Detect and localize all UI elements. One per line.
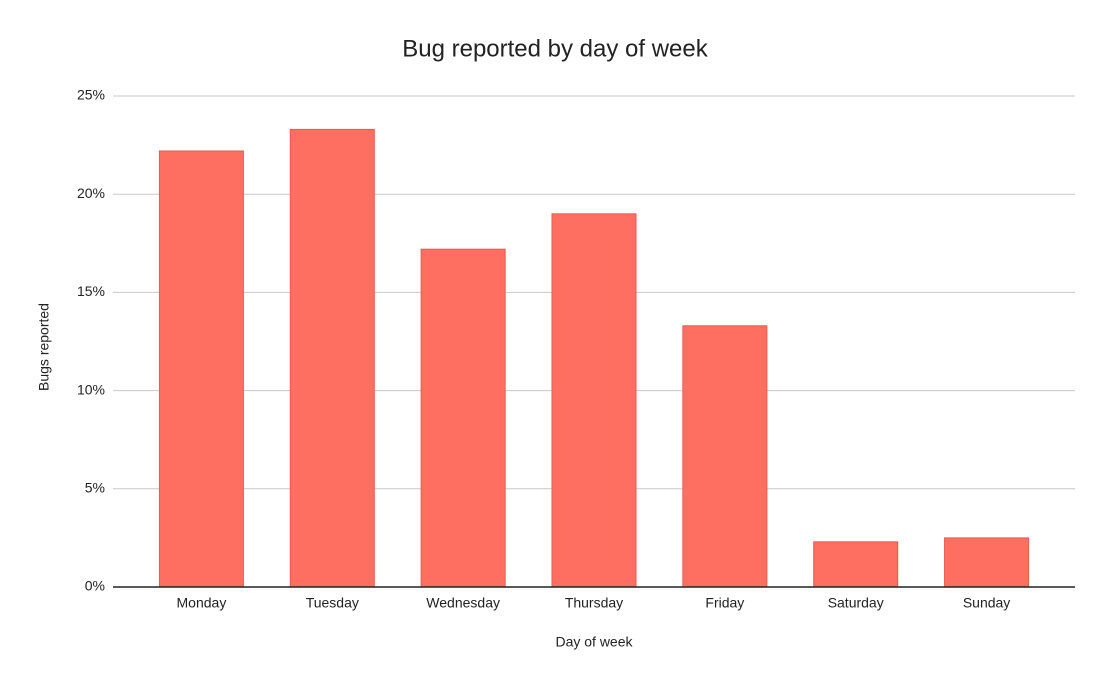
x-tick-label: Wednesday <box>426 595 500 611</box>
y-tick-label: 10% <box>77 381 105 397</box>
chart-title: Bug reported by day of week <box>402 35 709 62</box>
x-tick-label: Saturday <box>828 595 884 611</box>
x-tick-label: Thursday <box>565 595 623 611</box>
bar <box>420 248 506 588</box>
y-tick-label: 15% <box>77 283 105 299</box>
y-axis-label: Bugs reported <box>36 303 52 391</box>
y-tick-label: 25% <box>77 87 105 103</box>
y-tick-label: 20% <box>77 185 105 201</box>
bar <box>551 213 637 588</box>
bar <box>944 537 1030 588</box>
x-tick-label: Monday <box>177 595 227 611</box>
bar <box>158 150 244 588</box>
y-tick-label: 0% <box>85 578 105 594</box>
x-tick-label: Sunday <box>963 595 1010 611</box>
x-tick-label: Tuesday <box>306 595 359 611</box>
bar <box>289 128 375 588</box>
bar <box>813 541 899 588</box>
y-tick-label: 5% <box>85 480 105 496</box>
x-axis-label: Day of week <box>555 634 633 650</box>
bar <box>682 325 768 588</box>
x-tick-label: Friday <box>705 595 744 611</box>
